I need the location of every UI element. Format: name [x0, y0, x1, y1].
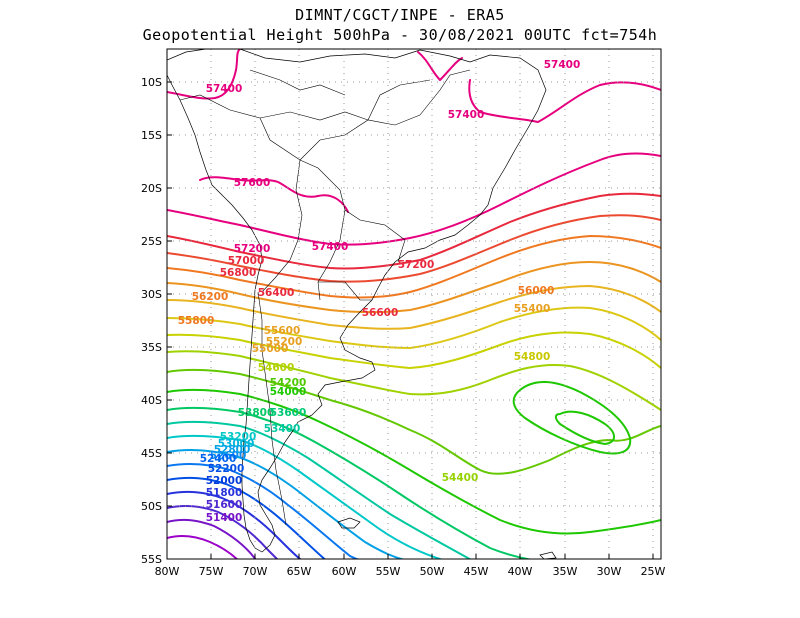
contour-label: 56000: [518, 285, 555, 297]
x-tick-label: 55W: [376, 565, 401, 578]
contour-label: 57600: [234, 177, 271, 189]
contour-line: [167, 406, 533, 559]
contour-label: 57200: [234, 243, 271, 255]
contour-label: 54600: [258, 362, 295, 374]
plot-frame: [166, 48, 662, 560]
contour-label: 57400: [206, 83, 243, 95]
contour-line: [167, 490, 302, 559]
contour-label: 52200: [208, 463, 245, 475]
x-tick-label: 70W: [243, 565, 268, 578]
contour-line: [167, 331, 661, 369]
y-tick-label: 30S: [141, 288, 162, 301]
contour-label: 55000: [252, 343, 289, 355]
contour-label: 54400: [442, 472, 479, 484]
x-tick-label: 25W: [641, 565, 666, 578]
contour-label: 57400: [312, 241, 349, 253]
contour-label: 56200: [192, 291, 229, 303]
x-tick-label: 30W: [597, 565, 622, 578]
contour-line: [167, 476, 327, 559]
x-tick-label: 60W: [332, 565, 357, 578]
contour-line: [167, 261, 661, 314]
contour-line: [167, 504, 279, 559]
contour-line: [167, 214, 661, 283]
y-tick-label: 25S: [141, 235, 162, 248]
contour-line: [167, 350, 661, 411]
contour-label: 54000: [270, 386, 307, 398]
x-tick-label: 65W: [287, 565, 312, 578]
contour-label: 51600: [206, 499, 243, 511]
contour-line: [167, 518, 257, 559]
y-tick-label: 35S: [141, 341, 162, 354]
contour-label: 51400: [206, 512, 243, 524]
contour-line: [167, 49, 661, 246]
contour-label: 57400: [544, 59, 581, 71]
contour-line: [167, 192, 661, 270]
y-tick-label: 20S: [141, 182, 162, 195]
y-tick-label: 55S: [141, 553, 162, 566]
contour-label: 57000: [228, 255, 265, 267]
y-tick-label: 40S: [141, 394, 162, 407]
contour-line: [167, 306, 661, 349]
x-tick-label: 50W: [420, 565, 445, 578]
contour-label: 55800: [178, 315, 215, 327]
contour-line: [167, 285, 661, 330]
contour-label: 57400: [448, 109, 485, 121]
map-title-line2: Geopotential Height 500hPa - 30/08/2021 …: [142, 26, 658, 44]
contour-label: 53600: [270, 407, 307, 419]
y-tick-label: 15S: [141, 129, 162, 142]
x-tick-label: 35W: [553, 565, 578, 578]
contour-label: 52600: [210, 450, 247, 462]
y-tick-label: 10S: [141, 76, 162, 89]
contour-label: 55200: [266, 336, 303, 348]
y-axis: 10S 15S 20S 25S 30S 35S 40S 45S 50S 55S: [141, 76, 172, 566]
y-tick-label: 50S: [141, 500, 162, 513]
contour-label: 56400: [258, 287, 295, 299]
y-tick-label: 45S: [141, 447, 162, 460]
contour-line: [167, 462, 360, 559]
coastlines-and-borders: [167, 49, 557, 559]
contour-line: [167, 380, 661, 535]
contour-label: 55400: [514, 303, 551, 315]
contour-label: 52400: [200, 453, 237, 465]
contour-label: 52800: [214, 444, 251, 456]
x-tick-label: 75W: [199, 565, 224, 578]
contour-label: 55600: [264, 325, 301, 337]
contour-lines: [167, 49, 661, 559]
x-tick-label: 40W: [508, 565, 533, 578]
x-axis: 80W 75W 70W 65W 60W 55W 50W 45W 40W 35W 30W 25W: [155, 554, 666, 578]
x-tick-label: 45W: [464, 565, 489, 578]
contour-label: 57200: [398, 259, 435, 271]
contour-label: 54200: [270, 377, 307, 389]
contour-label: 52000: [206, 475, 243, 487]
contour-line: [167, 235, 661, 299]
contour-labels: 5740057400574005760057400572005720057000…: [178, 59, 581, 524]
contour-label: 56600: [362, 307, 399, 319]
contour-line: [167, 448, 405, 559]
contour-label: 51800: [206, 487, 243, 499]
contour-line: [167, 420, 472, 559]
x-tick-label: 80W: [155, 565, 180, 578]
contour-label: 53400: [264, 423, 301, 435]
contour-label: 56800: [220, 267, 257, 279]
contour-label: 53800: [238, 407, 275, 419]
map-title-line1: DIMNT/CGCT/INPE - ERA5: [295, 6, 505, 24]
contour-line: [167, 534, 239, 559]
grid-lines: [167, 49, 661, 559]
contour-label: 53000: [218, 438, 255, 450]
contour-label: 54800: [514, 351, 551, 363]
contour-label: 53200: [220, 431, 257, 443]
contour-line: [167, 434, 444, 559]
